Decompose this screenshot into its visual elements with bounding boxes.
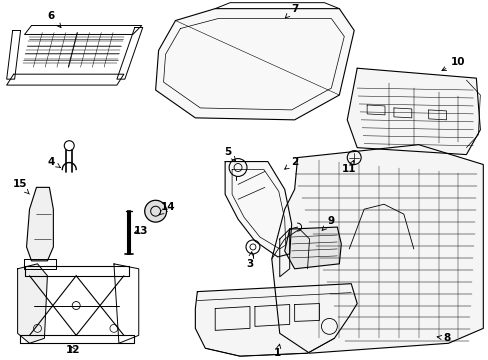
Polygon shape bbox=[195, 284, 356, 356]
Text: 8: 8 bbox=[436, 333, 449, 343]
Text: 5: 5 bbox=[224, 147, 235, 161]
Text: 12: 12 bbox=[66, 345, 81, 355]
Circle shape bbox=[144, 200, 166, 222]
Text: 2: 2 bbox=[284, 157, 298, 169]
Polygon shape bbox=[284, 227, 341, 269]
Text: 7: 7 bbox=[285, 4, 298, 18]
Polygon shape bbox=[346, 68, 479, 154]
Text: 14: 14 bbox=[159, 202, 176, 215]
Text: 10: 10 bbox=[441, 57, 465, 71]
Text: 11: 11 bbox=[341, 161, 356, 175]
Text: 6: 6 bbox=[48, 10, 61, 28]
Polygon shape bbox=[271, 145, 482, 353]
Text: 15: 15 bbox=[12, 179, 29, 194]
Text: 13: 13 bbox=[133, 226, 148, 236]
Text: 3: 3 bbox=[246, 252, 253, 269]
Polygon shape bbox=[224, 162, 291, 257]
Polygon shape bbox=[155, 9, 353, 120]
Polygon shape bbox=[18, 264, 47, 343]
Text: 1: 1 bbox=[274, 344, 281, 358]
Text: 9: 9 bbox=[322, 216, 334, 230]
Text: 4: 4 bbox=[48, 157, 60, 167]
Polygon shape bbox=[26, 187, 53, 261]
